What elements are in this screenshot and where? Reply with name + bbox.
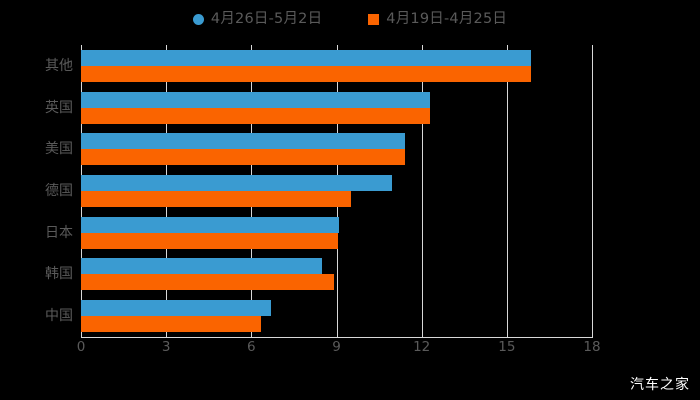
x-axis-tick-label: 9 xyxy=(332,339,341,355)
y-axis-label: 其他 xyxy=(45,57,73,74)
legend-circle-icon xyxy=(192,13,204,25)
bar-group xyxy=(81,258,592,291)
gridline-x-4 xyxy=(421,45,423,337)
bar-series-1[interactable] xyxy=(81,49,531,66)
bar-series-1[interactable] xyxy=(81,258,323,275)
chart-legend: 4月26日-5月2日 4月19日-4月25日 xyxy=(0,12,700,27)
x-axis-tick-label: 6 xyxy=(247,339,256,355)
bar-series-2[interactable] xyxy=(81,191,351,207)
bar-group xyxy=(81,175,592,207)
bar-series-2[interactable] xyxy=(81,107,431,124)
bar-group xyxy=(81,216,592,249)
bar-series-2[interactable] xyxy=(81,274,334,291)
y-axis-label: 韩国 xyxy=(45,266,73,283)
bar-series-1[interactable] xyxy=(81,216,340,233)
y-axis-labels: 其他英国美国德国日本韩国中国 xyxy=(0,45,73,337)
legend-label-series-2: 4月19日-4月25日 xyxy=(386,11,508,27)
x-axis-tick-label: 12 xyxy=(413,339,431,355)
bar-group xyxy=(81,49,592,82)
plot-area xyxy=(81,45,593,337)
x-axis-tick-label: 18 xyxy=(583,339,601,355)
bar-group xyxy=(81,133,592,166)
legend-label-series-1: 4月26日-5月2日 xyxy=(210,11,323,27)
bar-series-1[interactable] xyxy=(81,300,272,317)
y-axis-label: 德国 xyxy=(45,183,73,199)
bar-group xyxy=(81,300,592,333)
y-axis-label: 美国 xyxy=(45,141,73,158)
bar-series-2[interactable] xyxy=(81,316,262,333)
y-axis-label: 英国 xyxy=(45,99,73,116)
legend-item-series-2[interactable]: 4月19日-4月25日 xyxy=(368,12,507,27)
x-axis-tick-label: 0 xyxy=(76,339,86,355)
legend-item-series-1[interactable]: 4月26日-5月2日 xyxy=(192,11,323,27)
watermark-label: 汽车之家 xyxy=(630,377,690,393)
legend-square-icon xyxy=(368,13,380,25)
y-axis-label: 日本 xyxy=(45,224,73,241)
bar-series-2[interactable] xyxy=(81,232,338,249)
x-axis-line xyxy=(81,337,593,338)
gridline-x-5 xyxy=(506,45,508,337)
bar-series-2[interactable] xyxy=(81,65,531,82)
x-axis-tick-labels: 0 3 6 9 12 15 18 xyxy=(77,339,601,361)
x-axis-tick-label: 15 xyxy=(498,339,516,355)
y-axis-label: 中国 xyxy=(45,308,73,325)
bar-group xyxy=(81,91,592,124)
bar-series-2[interactable] xyxy=(81,149,405,166)
bar-series-1[interactable] xyxy=(81,175,392,191)
gridline-x-6 xyxy=(592,45,593,337)
bar-series-1[interactable] xyxy=(81,91,431,108)
bar-series-1[interactable] xyxy=(81,133,405,150)
x-axis-tick-label: 3 xyxy=(161,339,171,355)
